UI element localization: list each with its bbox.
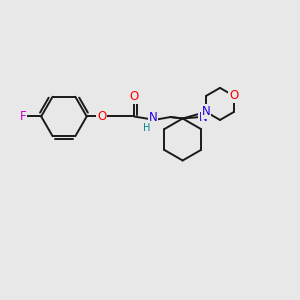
Text: N: N bbox=[202, 105, 211, 119]
Text: O: O bbox=[129, 90, 139, 104]
Text: O: O bbox=[229, 89, 239, 102]
Text: N: N bbox=[199, 110, 208, 124]
Text: F: F bbox=[20, 110, 26, 123]
Text: N: N bbox=[148, 111, 157, 124]
Text: O: O bbox=[97, 110, 106, 123]
Text: H: H bbox=[143, 122, 151, 133]
